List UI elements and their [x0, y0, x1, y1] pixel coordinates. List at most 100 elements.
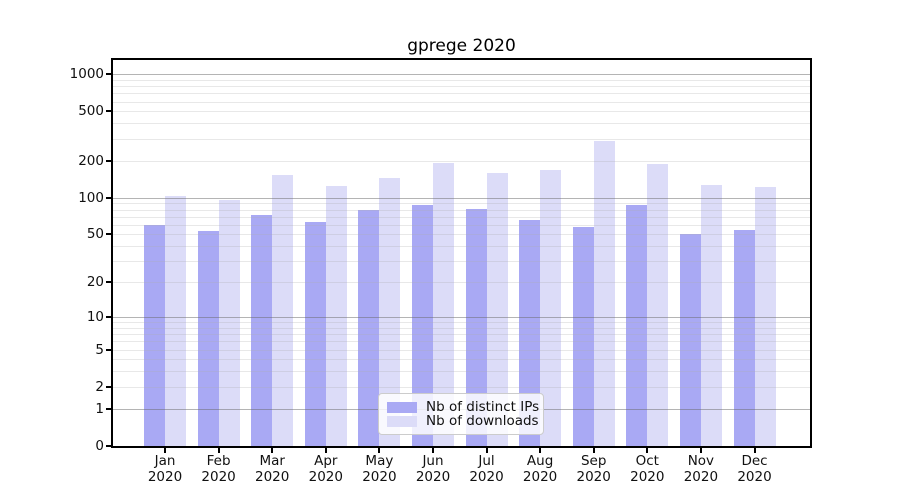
bar-downloads: [540, 170, 562, 446]
x-tick-label: Mar 2020: [237, 453, 307, 485]
gridline-minor: [113, 138, 810, 140]
x-label-year: 2020: [147, 469, 183, 485]
gridline-minor: [113, 79, 810, 81]
y-tick: [106, 73, 111, 76]
y-tick-label: 10: [86, 308, 104, 325]
x-tick-label: Sep 2020: [559, 453, 629, 485]
legend-item-downloads: Nb of downloads: [387, 414, 539, 428]
plot-area: Nb of distinct IPs Nb of downloads: [111, 58, 812, 448]
x-tick-label: Oct 2020: [612, 453, 682, 485]
gridline-minor: [113, 334, 810, 336]
x-label-month: Apr: [314, 453, 338, 469]
y-tick-label: 500: [78, 103, 104, 120]
x-label-month: Feb: [206, 453, 231, 469]
x-tick: [592, 448, 595, 453]
bar-downloads: [593, 140, 615, 446]
x-label-year: 2020: [201, 469, 236, 485]
bar-distinct-ips: [733, 230, 755, 446]
x-label-month: Aug: [526, 453, 554, 469]
legend: Nb of distinct IPs Nb of downloads: [378, 393, 544, 435]
x-label-month: Mar: [259, 453, 285, 469]
y-tick: [106, 233, 111, 236]
y-tick-label: 100: [78, 189, 104, 206]
chart-title: gprege 2020: [407, 36, 516, 56]
x-tick: [324, 448, 327, 453]
x-label-year: 2020: [308, 469, 343, 485]
x-tick: [271, 448, 274, 453]
y-tick-label: 50: [86, 226, 104, 243]
x-label-month: Nov: [687, 453, 715, 469]
bar-downloads: [165, 196, 186, 446]
gridline-minor: [113, 203, 810, 205]
gridline-minor: [113, 86, 810, 88]
bar-distinct-ips: [465, 208, 487, 446]
gridline-minor: [113, 123, 810, 125]
gridline-minor: [113, 371, 810, 373]
x-tick-label: Jun 2020: [398, 453, 468, 485]
gridline-minor: [113, 282, 810, 284]
x-tick-label: May 2020: [344, 453, 414, 485]
y-tick-label: 200: [78, 152, 104, 169]
gridline-minor: [113, 209, 810, 211]
bar-distinct-ips: [304, 222, 326, 446]
legend-swatch-distinct-ips: [387, 402, 417, 413]
bar-downloads: [754, 187, 776, 446]
gridline-minor: [113, 224, 810, 226]
gridline-major: [113, 74, 810, 76]
x-tick: [699, 448, 702, 453]
y-tick: [106, 196, 111, 199]
x-tick-label: Jul 2020: [452, 453, 522, 485]
legend-item-distinct-ips: Nb of distinct IPs: [387, 400, 539, 414]
y-tick: [106, 385, 111, 388]
x-tick: [753, 448, 756, 453]
y-tick: [106, 281, 111, 284]
gridline-minor: [113, 349, 810, 351]
y-tick: [106, 445, 111, 447]
bar-downloads: [433, 163, 454, 446]
x-label-month: May: [365, 453, 394, 469]
bar-downloads: [325, 185, 347, 446]
bar-downloads: [218, 200, 240, 446]
x-tick: [539, 448, 542, 453]
bar-downloads: [647, 164, 669, 446]
bar-distinct-ips: [572, 226, 594, 446]
x-label-month: Dec: [741, 453, 768, 469]
x-label-month: Oct: [635, 453, 659, 469]
bar-distinct-ips: [626, 205, 648, 446]
x-tick: [378, 448, 381, 453]
gridline-minor: [113, 327, 810, 329]
y-tick: [106, 110, 111, 113]
legend-label-distinct-ips: Nb of distinct IPs: [426, 399, 540, 415]
y-tick: [106, 348, 111, 351]
x-label-month: Jul: [478, 453, 495, 469]
y-tick: [106, 407, 111, 410]
x-tick-label: Feb 2020: [184, 453, 254, 485]
y-tick-label: 1000: [69, 66, 104, 83]
x-label-year: 2020: [737, 469, 772, 485]
bar-downloads: [272, 175, 294, 446]
gridline-minor: [113, 111, 810, 113]
x-label-month: Jun: [422, 453, 444, 469]
x-tick: [164, 448, 166, 453]
gridline-minor: [113, 216, 810, 218]
bar-downloads: [379, 177, 401, 446]
gridline-minor: [113, 234, 810, 236]
gridline-minor: [113, 322, 810, 324]
y-tick-label: 1: [95, 400, 104, 417]
x-label-year: 2020: [415, 469, 451, 485]
y-tick-label: 20: [86, 274, 104, 291]
legend-swatch-downloads: [387, 416, 417, 427]
bar-distinct-ips: [144, 224, 165, 446]
bar-distinct-ips: [197, 231, 219, 446]
gridline-major: [113, 197, 810, 199]
bar-distinct-ips: [679, 234, 701, 446]
x-label-year: 2020: [522, 469, 558, 485]
gridline-minor: [113, 341, 810, 343]
bar-downloads: [486, 173, 508, 446]
x-tick-label: Dec 2020: [720, 453, 790, 485]
x-tick-label: Aug 2020: [505, 453, 575, 485]
x-tick-label: Nov 2020: [666, 453, 736, 485]
x-label-month: Jan: [154, 453, 176, 469]
x-tick: [485, 448, 488, 453]
legend-label-downloads: Nb of downloads: [426, 413, 539, 429]
